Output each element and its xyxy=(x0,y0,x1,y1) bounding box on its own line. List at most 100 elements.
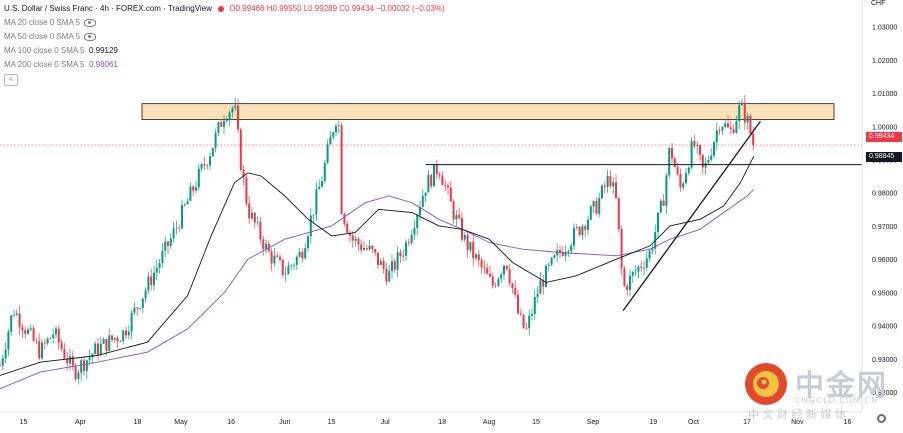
candle-body xyxy=(559,249,561,253)
candle-body xyxy=(365,248,368,250)
candle-body xyxy=(270,251,273,264)
candle-body xyxy=(155,267,158,273)
candle-body xyxy=(587,219,589,230)
candle-body xyxy=(144,290,147,299)
candle-body xyxy=(497,278,500,286)
candle-body xyxy=(438,174,441,176)
candle-body xyxy=(435,164,438,175)
ma100-line[interactable] xyxy=(0,155,755,376)
candle-body xyxy=(225,120,228,122)
candle-body xyxy=(545,265,547,287)
candle-body xyxy=(273,255,276,264)
candle-body xyxy=(200,164,203,169)
candle-body xyxy=(455,214,458,220)
candle-body xyxy=(447,185,449,188)
legend-ma20[interactable]: MA 20 close 0 SMA 5 xyxy=(4,16,445,30)
candle-body xyxy=(522,314,525,328)
candle-body xyxy=(167,241,169,246)
candle-body xyxy=(83,360,85,371)
symbol-name: U.S. Dollar / Swiss Franc xyxy=(4,4,93,13)
candle-body xyxy=(575,226,578,228)
candle-body xyxy=(746,115,749,123)
candle-body xyxy=(391,261,393,272)
candle-body xyxy=(631,272,634,276)
candle-body xyxy=(38,341,41,359)
symbol-header[interactable]: U.S. Dollar / Swiss Franc · 4h · FOREX.c… xyxy=(4,4,445,13)
candle-body xyxy=(410,234,413,244)
y-tick-label: 0.94000 xyxy=(872,324,897,331)
candle-body xyxy=(589,206,592,220)
candle-body xyxy=(4,349,7,359)
candle-body xyxy=(237,105,239,130)
y-tick-label: 0.96000 xyxy=(872,257,897,264)
candle-body xyxy=(21,327,24,331)
x-tick-label: Oct xyxy=(688,419,699,426)
candle-body xyxy=(525,327,528,329)
candle-body xyxy=(393,261,396,270)
candle-body xyxy=(486,268,489,274)
gear-icon[interactable] xyxy=(877,414,886,423)
candle-body xyxy=(80,360,83,373)
candle-body xyxy=(74,365,77,379)
candle-body xyxy=(178,227,181,229)
candle-body xyxy=(466,235,469,251)
eye-icon[interactable] xyxy=(84,32,97,41)
candle-body xyxy=(77,372,80,379)
resistance-zone[interactable] xyxy=(141,103,835,121)
candle-body xyxy=(500,274,503,279)
candle-body xyxy=(127,331,130,336)
candle-body xyxy=(721,127,724,131)
candle-body xyxy=(617,197,620,229)
currency-label: CHF xyxy=(871,0,886,7)
candle-body xyxy=(640,266,643,268)
candle-body xyxy=(578,226,581,235)
candle-body xyxy=(489,273,491,277)
candle-body xyxy=(326,144,329,163)
eye-icon[interactable] xyxy=(84,18,97,27)
candle-body xyxy=(256,221,259,223)
candle-body xyxy=(477,254,480,261)
interval: 4h xyxy=(100,4,109,13)
candle-body xyxy=(690,140,693,168)
candle-body xyxy=(427,174,430,193)
trendline[interactable] xyxy=(622,120,761,312)
candle-body xyxy=(234,105,237,108)
x-tick-label: May xyxy=(174,419,188,426)
candle-body xyxy=(57,328,60,343)
candle-body xyxy=(13,314,15,316)
candle-body xyxy=(97,343,99,355)
candle-body xyxy=(662,200,665,206)
candle-body xyxy=(360,244,363,250)
candle-body xyxy=(368,245,371,250)
candle-body xyxy=(307,236,309,249)
axes: 1.030001.020001.010001.000000.990000.980… xyxy=(0,0,897,426)
candle-body xyxy=(203,164,206,166)
candle-body xyxy=(139,308,141,309)
candle-body xyxy=(452,201,455,220)
ma200-line[interactable] xyxy=(0,189,755,390)
candle-body xyxy=(122,330,125,342)
candle-body xyxy=(239,129,242,171)
candle-body xyxy=(623,268,626,286)
x-tick-label: Apr xyxy=(75,419,87,426)
legend-ma50[interactable]: MA 50 close 0 SMA 5 xyxy=(4,30,445,44)
x-tick-label: 19 xyxy=(649,419,657,426)
collapse-legend-icon[interactable]: « xyxy=(4,74,18,86)
candle-body xyxy=(449,187,452,202)
candle-body xyxy=(581,226,584,235)
candle-body xyxy=(29,328,32,330)
candle-body xyxy=(609,175,612,187)
candle-body xyxy=(172,228,175,239)
candle-body xyxy=(189,186,192,201)
candle-body xyxy=(206,165,209,167)
candle-body xyxy=(321,181,323,187)
candle-body xyxy=(290,265,293,267)
candle-body xyxy=(195,187,197,191)
legend-ma100[interactable]: MA 100 close 0 SMA 5 0.99129 xyxy=(4,46,118,55)
candle-body xyxy=(209,156,211,166)
x-tick-label: Jun xyxy=(279,419,290,426)
candle-body xyxy=(281,259,284,275)
candle-body xyxy=(379,260,382,266)
legend-ma200[interactable]: MA 200 close 0 SMA 5 0.98061 xyxy=(4,60,118,69)
